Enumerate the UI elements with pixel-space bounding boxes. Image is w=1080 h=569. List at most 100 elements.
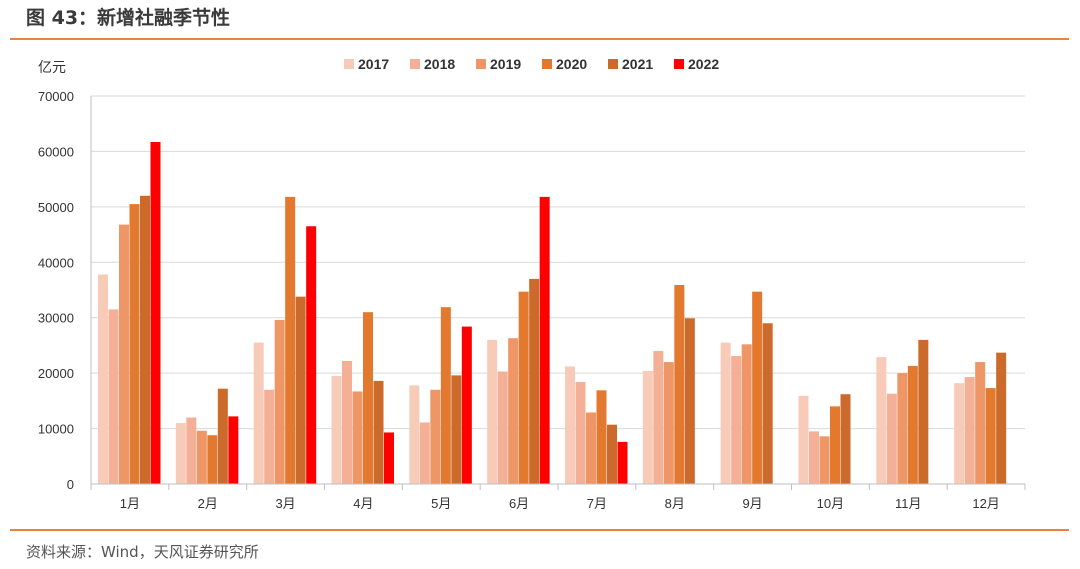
bar-2022-7月 bbox=[617, 441, 628, 484]
bar-2020-4月 bbox=[363, 312, 373, 484]
bar-2021-10月 bbox=[840, 394, 851, 484]
y-tick-label: 20000 bbox=[38, 366, 74, 381]
legend-swatch-2018 bbox=[410, 59, 420, 69]
bar-2018-4月 bbox=[342, 360, 352, 484]
legend-swatch-2019 bbox=[476, 59, 486, 69]
bottom-rule bbox=[10, 529, 1069, 531]
bar-2019-2月 bbox=[196, 430, 207, 484]
bar-2018-11月 bbox=[886, 393, 897, 484]
y-tick-label: 60000 bbox=[38, 144, 74, 159]
bar-2018-10月 bbox=[809, 431, 819, 484]
legend-swatch-2021 bbox=[608, 59, 618, 69]
bar-2018-2月 bbox=[186, 417, 197, 484]
bar-2017-5月 bbox=[409, 385, 420, 484]
bar-2020-2月 bbox=[207, 435, 218, 484]
bar-2019-11月 bbox=[897, 373, 908, 484]
bar-2019-6月 bbox=[508, 338, 519, 484]
legend-label-2019: 2019 bbox=[490, 56, 521, 72]
legend-label-2022: 2022 bbox=[688, 56, 719, 72]
bar-2021-5月 bbox=[451, 375, 462, 484]
top-rule bbox=[10, 38, 1069, 40]
bar-2018-9月 bbox=[731, 355, 742, 484]
bar-2020-3月 bbox=[285, 196, 296, 484]
bar-2019-7月 bbox=[586, 412, 596, 484]
bar-2021-2月 bbox=[217, 388, 228, 484]
bar-2022-3月 bbox=[306, 226, 317, 484]
bar-2018-7月 bbox=[575, 382, 586, 484]
source-note: 资料来源：Wind，天风证券研究所 bbox=[26, 543, 259, 561]
bars bbox=[98, 142, 1007, 485]
bar-2020-6月 bbox=[518, 291, 529, 484]
y-tick-label: 0 bbox=[67, 477, 74, 492]
bar-2020-5月 bbox=[440, 307, 451, 484]
x-tick-label: 11月 bbox=[895, 496, 922, 511]
x-tick-label: 6月 bbox=[509, 496, 529, 511]
y-axis-unit-label: 亿元 bbox=[38, 59, 66, 75]
legend-swatch-2020 bbox=[542, 59, 552, 69]
bar-2018-8月 bbox=[653, 350, 664, 484]
bar-2017-8月 bbox=[642, 370, 653, 484]
bar-2022-1月 bbox=[150, 142, 161, 484]
bar-2021-8月 bbox=[684, 318, 695, 484]
bar-2020-10月 bbox=[830, 406, 840, 484]
bar-2022-6月 bbox=[539, 196, 550, 484]
bar-2019-1月 bbox=[119, 224, 129, 484]
legend-label-2020: 2020 bbox=[556, 56, 587, 72]
bar-2021-12月 bbox=[996, 352, 1007, 484]
y-tick-label: 50000 bbox=[38, 200, 74, 215]
bar-2020-9月 bbox=[752, 291, 763, 484]
gridlines bbox=[91, 95, 1025, 430]
x-tick-label: 5月 bbox=[431, 496, 451, 511]
bar-2020-7月 bbox=[596, 390, 607, 484]
bar-2021-11月 bbox=[918, 339, 929, 484]
bar-2021-6月 bbox=[529, 278, 540, 484]
bar-2017-10月 bbox=[798, 395, 809, 484]
bar-2018-12月 bbox=[964, 377, 975, 484]
bar-2021-9月 bbox=[762, 323, 773, 484]
bar-2019-12月 bbox=[975, 362, 986, 484]
x-tick-label: 1月 bbox=[120, 496, 140, 511]
x-tick-label: 7月 bbox=[587, 496, 607, 511]
legend-swatch-2017 bbox=[344, 59, 354, 69]
bar-2017-9月 bbox=[720, 342, 731, 484]
x-tick-label: 12月 bbox=[972, 496, 999, 511]
bar-2020-11月 bbox=[907, 365, 918, 484]
bar-2022-4月 bbox=[384, 432, 394, 484]
figure-title: 图 43：新增社融季节性 bbox=[26, 7, 231, 29]
x-tick-label: 2月 bbox=[198, 496, 218, 511]
bar-2017-7月 bbox=[565, 366, 575, 484]
legend-label-2021: 2021 bbox=[622, 56, 653, 72]
bar-2019-5月 bbox=[430, 389, 441, 484]
bar-2019-8月 bbox=[663, 362, 674, 484]
bar-2017-3月 bbox=[253, 342, 264, 484]
x-tick-label: 8月 bbox=[665, 496, 685, 511]
bar-2018-6月 bbox=[497, 371, 508, 484]
x-tick-label: 10月 bbox=[817, 496, 844, 511]
axes: 0 10000 20000 30000 40000 50000 60000 70000 亿元 1月… bbox=[38, 59, 1026, 511]
bar-2018-3月 bbox=[264, 389, 275, 484]
bar-2019-4月 bbox=[352, 391, 363, 484]
bar-2022-2月 bbox=[228, 416, 239, 484]
x-tick-label: 9月 bbox=[742, 496, 762, 511]
bar-2017-12月 bbox=[954, 383, 965, 484]
bar-2017-1月 bbox=[98, 274, 108, 484]
bar-2018-5月 bbox=[419, 422, 430, 484]
bar-2020-1月 bbox=[129, 204, 140, 485]
bar-2021-7月 bbox=[607, 424, 617, 484]
x-tick-label: 4月 bbox=[353, 496, 373, 511]
legend-label-2018: 2018 bbox=[424, 56, 455, 72]
bar-2022-5月 bbox=[461, 326, 472, 484]
legend-swatch-2022 bbox=[674, 59, 684, 69]
bar-2020-8月 bbox=[674, 285, 685, 484]
bar-2019-3月 bbox=[274, 319, 285, 484]
bar-2017-6月 bbox=[487, 339, 498, 484]
bar-2017-11月 bbox=[876, 357, 887, 484]
legend: 2017 2018 2019 2020 2021 2022 bbox=[344, 56, 719, 72]
bar-2019-10月 bbox=[819, 436, 830, 484]
bar-2021-4月 bbox=[373, 380, 384, 484]
bar-2017-4月 bbox=[331, 375, 342, 484]
y-tick-label: 40000 bbox=[38, 255, 74, 270]
y-tick-label: 10000 bbox=[38, 422, 74, 437]
y-tick-label: 30000 bbox=[38, 311, 74, 326]
